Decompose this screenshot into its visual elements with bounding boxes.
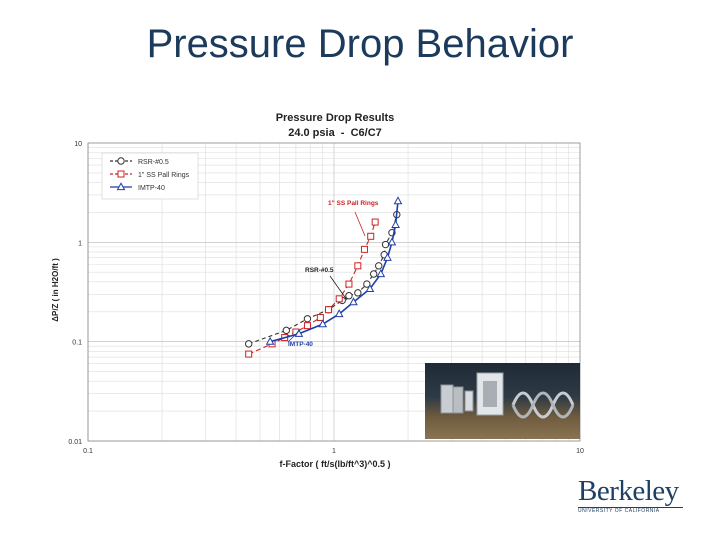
y-tick-label: 10 — [74, 141, 82, 148]
data-point — [365, 284, 375, 292]
x-axis-label: f-Factor ( ft/s(lb/ft^3)^0.5 ) — [279, 459, 390, 469]
legend-marker — [116, 182, 126, 191]
y-axis-label: ΔP/Z ( in H2O/ft ) — [51, 258, 60, 322]
data-point — [349, 297, 358, 306]
data-point — [375, 262, 383, 270]
annotation-label: RSR-#0.5 — [305, 267, 334, 274]
annotation-pointer — [354, 211, 366, 237]
data-point — [303, 322, 311, 330]
annotation-pointer — [287, 329, 301, 343]
data-point — [354, 289, 362, 297]
data-point — [363, 280, 371, 288]
data-point — [387, 237, 397, 246]
berkeley-logo: Berkeley UNIVERSITY OF CALIFORNIA — [578, 476, 708, 516]
x-tick-label: 1 — [332, 448, 336, 455]
data-point — [303, 315, 312, 323]
data-point — [369, 270, 378, 278]
data-point — [360, 245, 368, 253]
chart-subtitle: 24.0 psia - C6/C7 — [288, 127, 382, 139]
plot-frame — [87, 142, 581, 442]
data-point — [367, 232, 375, 240]
data-point — [245, 350, 253, 358]
data-point — [325, 306, 333, 314]
annotation-pointer — [329, 275, 348, 301]
data-point — [354, 262, 362, 270]
legend-marker — [117, 157, 125, 165]
data-point — [265, 336, 275, 345]
slide-title: Pressure Drop Behavior — [146, 22, 574, 66]
chart-title: Pressure Drop Results — [276, 112, 395, 124]
annotation-label: 1" SS Pall Rings — [328, 200, 379, 207]
annotation-label: IMTP-40 — [288, 341, 313, 348]
legend-label: RSR-#0.5 — [138, 159, 169, 166]
x-tick-label: 0.1 — [83, 448, 93, 455]
legend-label: IMTP-40 — [138, 185, 165, 192]
data-point — [391, 219, 400, 228]
y-tick-label: 0.01 — [68, 439, 82, 446]
data-point — [335, 295, 343, 303]
logo-name: Berkeley — [578, 475, 679, 507]
packing-photo — [425, 363, 580, 439]
legend-marker — [117, 170, 125, 178]
data-point — [282, 326, 291, 335]
packing-rings-image — [440, 372, 575, 419]
data-point — [371, 218, 379, 226]
data-point — [381, 240, 390, 249]
data-point — [345, 292, 353, 300]
data-point — [316, 314, 324, 322]
x-tick-label: 10 — [576, 448, 584, 455]
legend-label: 1" SS Pall Rings — [138, 172, 190, 179]
data-point — [383, 252, 392, 261]
y-tick-label: 0.1 — [72, 340, 82, 347]
y-tick-label: 1 — [78, 240, 82, 247]
data-point — [334, 309, 344, 318]
data-point — [244, 340, 253, 348]
data-point — [318, 319, 328, 328]
data-point — [376, 269, 386, 278]
data-point — [345, 280, 353, 288]
logo-subtitle: UNIVERSITY OF CALIFORNIA — [578, 507, 683, 514]
data-point — [393, 196, 403, 205]
